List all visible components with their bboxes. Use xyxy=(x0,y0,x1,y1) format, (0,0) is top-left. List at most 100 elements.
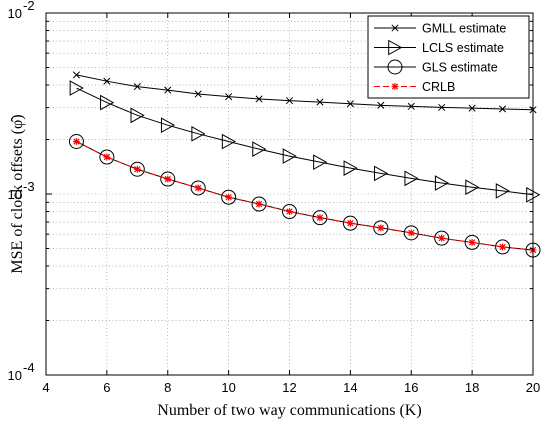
x-tick-label: 4 xyxy=(42,380,49,395)
marker-circle xyxy=(68,134,84,150)
marker-circle xyxy=(312,210,328,226)
legend-entry: LCLS estimate xyxy=(374,39,504,56)
x-tick-label: 16 xyxy=(404,380,418,395)
legend-entry: GLS estimate xyxy=(374,59,498,75)
x-tick-label: 6 xyxy=(103,380,110,395)
marker-triangle xyxy=(343,160,358,176)
marker-circle xyxy=(387,59,403,75)
marker-asterisk xyxy=(164,175,172,183)
x-tick-label: 14 xyxy=(343,380,357,395)
marker-asterisk xyxy=(194,184,202,192)
marker-circle xyxy=(342,215,358,231)
marker-x xyxy=(103,77,111,85)
marker-asterisk xyxy=(286,208,293,215)
marker-triangle xyxy=(434,175,450,191)
marker-asterisk xyxy=(468,239,476,246)
marker-circle xyxy=(99,149,115,165)
x-tick-label: 20 xyxy=(526,380,540,395)
marker-asterisk xyxy=(316,214,324,222)
marker-triangle xyxy=(252,141,267,157)
marker-asterisk xyxy=(73,138,80,145)
legend-label: LCLS estimate xyxy=(422,41,504,55)
marker-circle xyxy=(282,204,297,220)
x-tick-label: 10 xyxy=(221,380,235,395)
y-tick-base: 10 xyxy=(8,6,22,21)
marker-circle xyxy=(221,189,237,205)
series-layer xyxy=(68,71,541,258)
y-tick-label: 10-2 xyxy=(8,0,35,21)
y-tick-exponent: -3 xyxy=(23,179,35,194)
x-tick-label: 18 xyxy=(465,380,479,395)
marker-triangle xyxy=(100,94,115,111)
marker-circle xyxy=(464,234,480,250)
marker-circle xyxy=(403,225,419,241)
marker-triangle xyxy=(465,179,480,196)
y-tick-label: 10-3 xyxy=(8,179,35,202)
y-tick-label: 10-4 xyxy=(8,360,35,383)
x-axis-label: Number of two way communications (K) xyxy=(157,402,421,419)
legend-label: GMLL estimate xyxy=(422,22,506,36)
marker-circle xyxy=(129,161,145,177)
marker-x xyxy=(407,102,415,110)
marker-x xyxy=(438,103,446,111)
marker-x xyxy=(72,71,80,79)
marker-circle xyxy=(160,171,176,187)
marker-x xyxy=(499,105,507,113)
marker-asterisk xyxy=(407,229,415,237)
marker-asterisk xyxy=(499,243,506,251)
marker-triangle xyxy=(388,39,403,56)
series-line xyxy=(76,141,534,251)
marker-asterisk xyxy=(391,83,399,90)
y-tick-exponent: -4 xyxy=(23,360,35,375)
marker-triangle xyxy=(282,148,297,164)
marker-circle xyxy=(495,239,511,255)
grid xyxy=(46,13,533,375)
marker-x xyxy=(164,86,172,94)
marker-circle xyxy=(251,196,267,212)
marker-x xyxy=(225,93,233,101)
marker-triangle xyxy=(374,165,389,182)
legend-entry: CRLB xyxy=(374,80,455,94)
x-tick-label: 8 xyxy=(164,380,171,395)
marker-triangle xyxy=(160,117,176,134)
marker-triangle xyxy=(404,170,419,187)
marker-asterisk xyxy=(133,165,141,173)
marker-x xyxy=(377,101,385,109)
legend-entry: GMLL estimate xyxy=(374,22,506,36)
series-line xyxy=(76,87,534,196)
marker-circle xyxy=(373,220,389,236)
marker-asterisk xyxy=(377,224,385,232)
y-tick-base: 10 xyxy=(8,187,22,202)
marker-circle xyxy=(434,230,450,246)
marker-asterisk xyxy=(255,200,263,208)
series-line xyxy=(76,74,534,111)
marker-x xyxy=(468,104,476,112)
marker-circle xyxy=(190,180,206,196)
marker-triangle xyxy=(221,133,236,150)
marker-triangle xyxy=(313,154,328,170)
marker-triangle xyxy=(130,107,145,124)
legend-label: GLS estimate xyxy=(422,61,498,75)
marker-x xyxy=(316,98,324,106)
x-tick-label: 12 xyxy=(282,380,296,395)
series-crlb xyxy=(73,138,537,254)
legend-label: CRLB xyxy=(422,80,455,94)
marker-asterisk xyxy=(438,234,446,242)
y-tick-base: 10 xyxy=(8,368,22,383)
marker-x xyxy=(194,90,202,98)
y-tick-exponent: -2 xyxy=(23,0,35,13)
marker-triangle xyxy=(495,183,510,199)
marker-x xyxy=(133,83,141,91)
legend: GMLL estimate LCLS estimate GLS estimate CR… xyxy=(367,15,530,99)
marker-x xyxy=(255,95,263,103)
marker-triangle xyxy=(191,125,206,142)
marker-asterisk xyxy=(103,153,111,161)
marker-x xyxy=(391,24,399,32)
marker-asterisk xyxy=(225,193,233,201)
y-axis-label: MSE of clock offsets (φ̂) xyxy=(9,114,26,273)
marker-x xyxy=(285,97,294,105)
marker-x xyxy=(346,100,354,108)
series-lcls-estimate xyxy=(69,80,541,203)
